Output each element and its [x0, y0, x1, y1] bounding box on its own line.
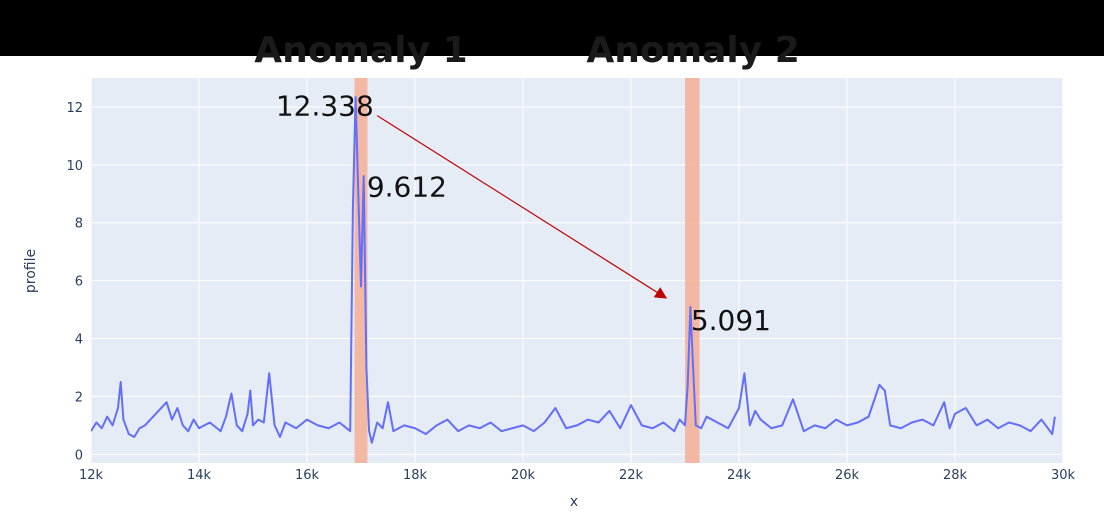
- y-tick-label: 2: [75, 390, 83, 405]
- x-tick-label: 20k: [511, 468, 536, 483]
- x-tick-label: 24k: [727, 468, 752, 483]
- anomaly-title: Anomaly 2: [586, 30, 799, 71]
- peak-value-label: 5.091: [691, 304, 771, 337]
- anomaly-title: Anomaly 1: [254, 30, 467, 71]
- x-tick-label: 18k: [403, 468, 428, 483]
- peak-value-label: 9.612: [367, 171, 447, 204]
- arrow: [376, 115, 668, 299]
- y-tick-label: 4: [75, 333, 83, 348]
- x-axis-ticks: 12k 14k 16k 18k 20k 22k 24k 26k 28k 30k: [79, 468, 1076, 483]
- y-axis-ticks: 0 2 4 6 8 10 12: [66, 101, 83, 463]
- gridlines: [90, 78, 1064, 463]
- x-axis-title: x: [570, 494, 578, 510]
- x-tick-label: 16k: [295, 468, 320, 483]
- y-tick-label: 0: [75, 448, 83, 463]
- y-tick-label: 8: [75, 217, 83, 232]
- peak-value-label: 12.338: [276, 90, 374, 123]
- x-tick-label: 30k: [1051, 468, 1076, 483]
- x-tick-label: 14k: [187, 468, 212, 483]
- x-tick-label: 12k: [79, 468, 104, 483]
- y-tick-label: 12: [66, 101, 83, 116]
- y-axis-title: profile: [23, 249, 39, 293]
- x-tick-label: 26k: [835, 468, 860, 483]
- plot-background: [91, 78, 1063, 463]
- annotations: Anomaly 1 Anomaly 2 12.338 9.612 5.091: [254, 30, 800, 337]
- top-black-band: [0, 0, 1104, 56]
- series-group: [91, 96, 1056, 444]
- x-tick-label: 22k: [619, 468, 644, 483]
- y-tick-label: 10: [66, 159, 83, 174]
- x-tick-label: 28k: [943, 468, 968, 483]
- series-line: [91, 96, 1056, 444]
- y-tick-label: 6: [75, 275, 83, 290]
